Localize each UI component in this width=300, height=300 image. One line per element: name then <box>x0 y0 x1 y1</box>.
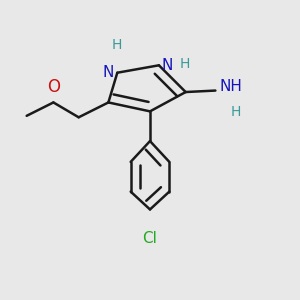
Text: H: H <box>112 38 122 52</box>
Text: NH: NH <box>219 80 242 94</box>
Text: N: N <box>162 58 173 73</box>
Text: H: H <box>230 105 241 119</box>
Text: O: O <box>47 78 60 96</box>
Text: N: N <box>103 65 114 80</box>
Text: H: H <box>179 57 190 71</box>
Text: Cl: Cl <box>142 231 158 246</box>
